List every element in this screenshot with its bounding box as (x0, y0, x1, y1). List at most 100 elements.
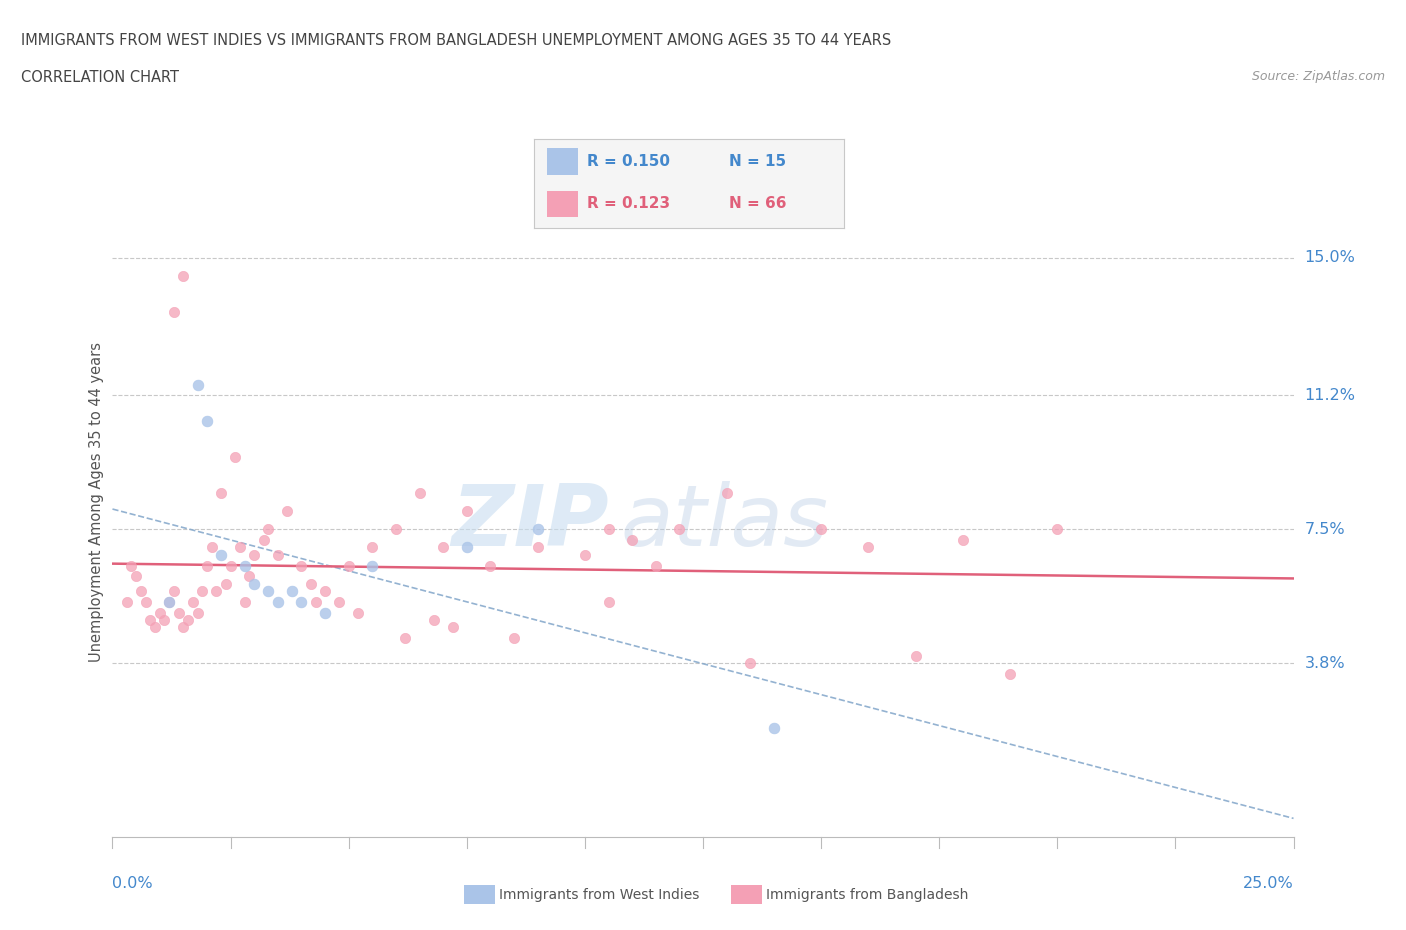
Point (299, 577, 322, 591)
Y-axis label: Unemployment Among Ages 35 to 44 years: Unemployment Among Ages 35 to 44 years (89, 342, 104, 662)
Point (526, 522, 548, 537)
Point (257, 522, 280, 537)
Point (408, 485, 430, 500)
Text: ZIP: ZIP (451, 481, 609, 564)
Point (361, 540, 384, 555)
Point (139, 612, 162, 627)
Text: N = 15: N = 15 (730, 154, 786, 169)
Point (290, 594, 312, 609)
Point (267, 594, 290, 609)
Point (167, 605, 190, 620)
Point (129, 583, 152, 598)
Point (432, 540, 454, 555)
Point (135, 594, 157, 609)
Point (172, 619, 194, 634)
Point (157, 594, 180, 609)
Point (281, 583, 304, 598)
Point (441, 619, 464, 634)
Point (1046, 522, 1069, 537)
Text: 15.0%: 15.0% (1305, 250, 1355, 265)
Point (290, 558, 312, 573)
Point (276, 504, 298, 519)
Point (422, 612, 444, 627)
Point (456, 504, 478, 519)
Point (120, 558, 142, 573)
Point (195, 413, 218, 428)
Point (810, 522, 832, 537)
Point (385, 522, 408, 537)
Point (219, 558, 242, 573)
Point (115, 594, 138, 609)
Point (644, 558, 666, 573)
Text: CORRELATION CHART: CORRELATION CHART (21, 70, 179, 85)
Point (215, 577, 238, 591)
Text: Source: ZipAtlas.com: Source: ZipAtlas.com (1251, 70, 1385, 83)
Point (186, 378, 208, 392)
Text: 7.5%: 7.5% (1305, 522, 1346, 537)
Point (143, 619, 166, 634)
Text: Immigrants from Bangladesh: Immigrants from Bangladesh (766, 887, 969, 902)
Point (191, 583, 214, 598)
Point (314, 583, 336, 598)
Point (209, 485, 232, 500)
Point (952, 533, 974, 548)
Point (243, 577, 266, 591)
Point (479, 558, 502, 573)
Point (503, 631, 526, 645)
Point (172, 269, 194, 284)
Point (257, 583, 280, 598)
FancyBboxPatch shape (547, 149, 578, 175)
Point (195, 558, 218, 573)
Text: atlas: atlas (620, 481, 828, 564)
Point (153, 612, 176, 627)
Text: R = 0.150: R = 0.150 (586, 154, 669, 169)
Point (668, 522, 690, 537)
Point (740, 656, 762, 671)
Text: R = 0.123: R = 0.123 (586, 196, 671, 211)
Point (224, 449, 246, 464)
Point (858, 540, 880, 555)
Point (456, 540, 478, 555)
Point (762, 721, 785, 736)
Point (574, 547, 596, 562)
Point (233, 594, 256, 609)
Point (243, 547, 266, 562)
Text: 25.0%: 25.0% (1243, 876, 1294, 891)
Point (181, 594, 204, 609)
Point (314, 605, 336, 620)
Point (149, 605, 172, 620)
Text: N = 66: N = 66 (730, 196, 786, 211)
Point (157, 594, 180, 609)
Point (267, 547, 290, 562)
Point (201, 540, 224, 555)
Point (526, 540, 548, 555)
Point (337, 558, 360, 573)
Point (328, 594, 350, 609)
Point (621, 533, 644, 548)
Point (904, 648, 927, 663)
Point (347, 605, 370, 620)
Point (229, 540, 252, 555)
Point (233, 558, 256, 573)
Point (361, 558, 384, 573)
Text: IMMIGRANTS FROM WEST INDIES VS IMMIGRANTS FROM BANGLADESH UNEMPLOYMENT AMONG AGE: IMMIGRANTS FROM WEST INDIES VS IMMIGRANT… (21, 33, 891, 47)
Point (598, 522, 620, 537)
Point (238, 569, 260, 584)
Point (163, 583, 186, 598)
Point (177, 612, 200, 627)
Text: 11.2%: 11.2% (1305, 388, 1355, 403)
Text: 0.0%: 0.0% (112, 876, 153, 891)
Point (304, 594, 326, 609)
Point (998, 667, 1021, 682)
Point (125, 569, 148, 584)
Point (394, 631, 416, 645)
Point (209, 547, 232, 562)
Point (205, 583, 228, 598)
Point (253, 533, 276, 548)
Point (163, 305, 186, 320)
Point (598, 594, 620, 609)
FancyBboxPatch shape (547, 191, 578, 218)
Point (186, 605, 208, 620)
Text: Immigrants from West Indies: Immigrants from West Indies (499, 887, 700, 902)
Text: 3.8%: 3.8% (1305, 656, 1346, 671)
